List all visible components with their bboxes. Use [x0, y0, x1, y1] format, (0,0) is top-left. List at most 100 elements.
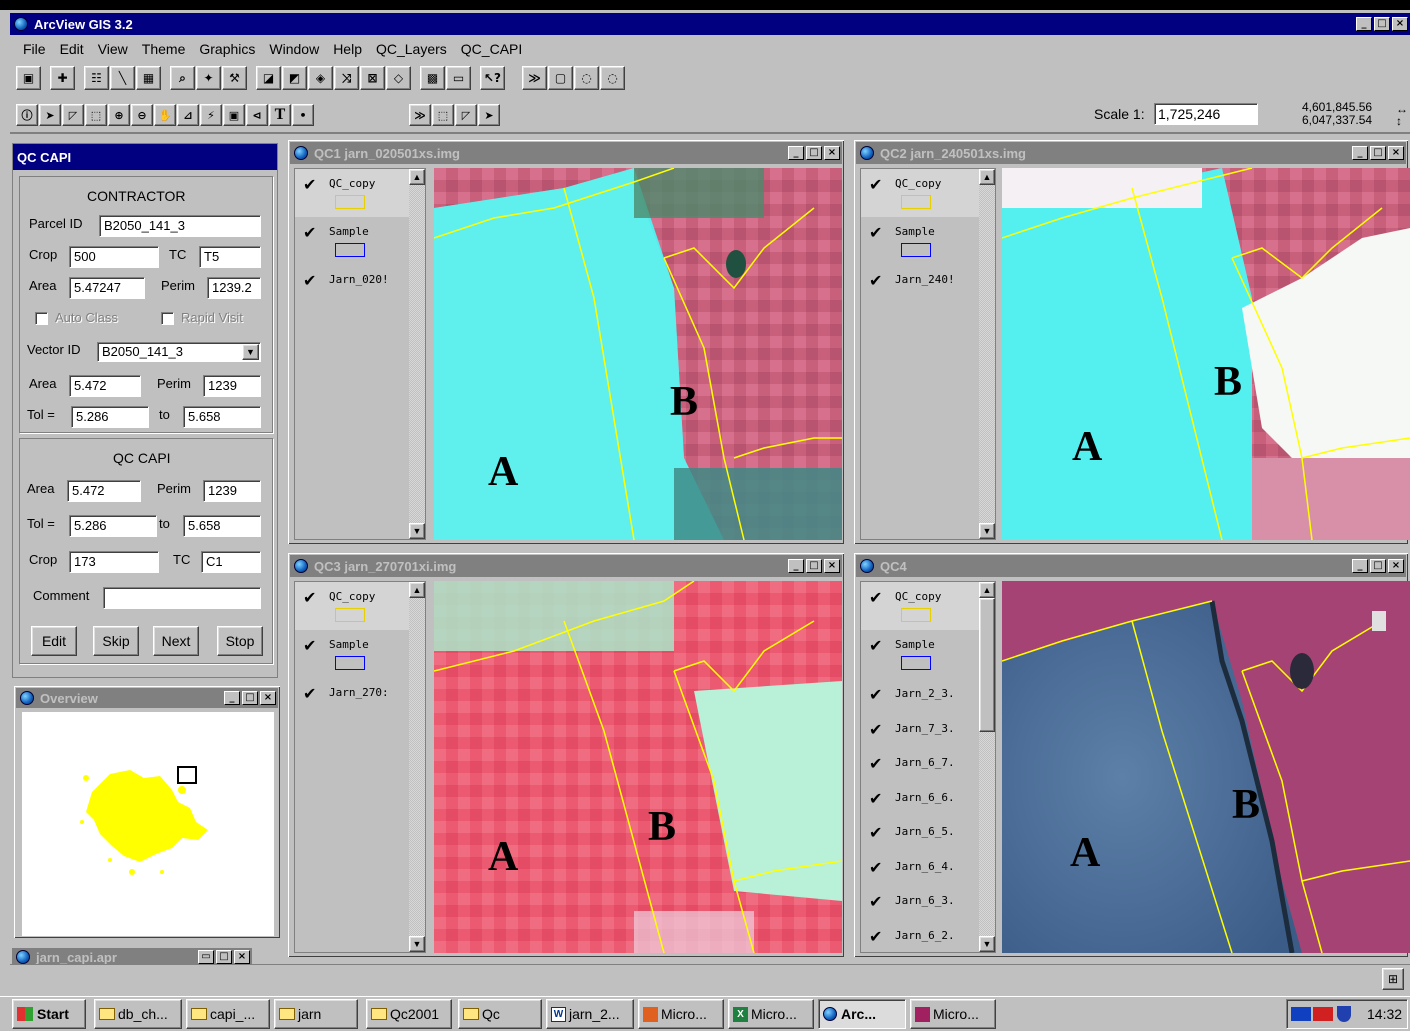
- pointer-icon[interactable]: ➤: [39, 104, 61, 126]
- legend-item-sample[interactable]: ✔ Sample: [295, 217, 425, 265]
- project-window-titlebar[interactable]: jarn_capi.apr ▭ □ ×: [12, 948, 252, 966]
- qc-next-icon[interactable]: ≫: [522, 66, 547, 90]
- view-qc4-minimize-button[interactable]: _: [1352, 559, 1368, 573]
- view-qc3-minimize-button[interactable]: _: [788, 559, 804, 573]
- scroll-up-icon[interactable]: ▲: [409, 582, 425, 598]
- scroll-down-icon[interactable]: ▼: [979, 523, 995, 539]
- vector-area-field[interactable]: 5.472: [69, 375, 141, 397]
- project-close-button[interactable]: ×: [234, 950, 250, 964]
- hotlink-icon[interactable]: ⚡: [200, 104, 222, 126]
- view-qc2-map[interactable]: A B: [1002, 168, 1410, 540]
- view-qc2-maximize-button[interactable]: □: [1370, 146, 1386, 160]
- qc-vertex-icon[interactable]: ◸: [455, 104, 477, 126]
- check-icon[interactable]: ✔: [303, 588, 317, 607]
- legend-scrollbar[interactable]: ▲ ▼: [979, 169, 995, 539]
- menu-file[interactable]: File: [23, 41, 46, 57]
- area-of-interest-icon[interactable]: ▣: [223, 104, 245, 126]
- qc-tol-from-field[interactable]: 5.286: [69, 515, 157, 537]
- menu-edit[interactable]: Edit: [59, 41, 84, 57]
- legend-item-image[interactable]: ✔ Jarn_6_6.: [861, 782, 995, 817]
- view-qc2-titlebar[interactable]: QC2 jarn_240501xs.img _ □ ×: [856, 142, 1406, 164]
- check-icon[interactable]: ✔: [869, 754, 883, 773]
- check-icon[interactable]: ✔: [869, 892, 883, 911]
- zoom-previous-icon[interactable]: ◇: [386, 66, 411, 90]
- label-icon[interactable]: ⊲: [246, 104, 268, 126]
- menu-window[interactable]: Window: [269, 41, 320, 57]
- view-qc1-titlebar[interactable]: QC1 jarn_020501xs.img _ □ ×: [290, 142, 842, 164]
- taskbar-item[interactable]: capi_...: [186, 999, 270, 1029]
- crop-field[interactable]: 500: [69, 246, 159, 268]
- overview-map[interactable]: [22, 712, 274, 936]
- check-icon[interactable]: ✔: [869, 588, 883, 607]
- tc-field[interactable]: T5: [199, 246, 261, 268]
- legend-item-image[interactable]: ✔ Jarn_6_3.: [861, 885, 995, 920]
- legend-item-qc-copy[interactable]: ✔ QC_copy: [295, 169, 425, 217]
- taskbar-item[interactable]: jarn: [274, 999, 358, 1029]
- legend-scrollbar[interactable]: ▲ ▼: [409, 582, 425, 952]
- vector-perim-field[interactable]: 1239: [203, 375, 261, 397]
- view-qc4-map[interactable]: A B: [1002, 581, 1410, 953]
- scroll-down-icon[interactable]: ▼: [409, 936, 425, 952]
- locate-address-icon[interactable]: ✦: [196, 66, 221, 90]
- check-icon[interactable]: ✔: [303, 636, 317, 655]
- qc-perim-field[interactable]: 1239: [203, 480, 261, 502]
- scroll-up-icon[interactable]: ▲: [409, 169, 425, 185]
- view-qc3-close-button[interactable]: ×: [824, 559, 840, 573]
- check-icon[interactable]: ✔: [869, 636, 883, 655]
- edit-button[interactable]: Edit: [31, 626, 77, 656]
- zoom-out-tool-icon[interactable]: ⊖: [131, 104, 153, 126]
- area-field[interactable]: 5.47247: [69, 277, 145, 299]
- taskbar-item[interactable]: Qc2001: [366, 999, 452, 1029]
- legend-item-image[interactable]: ✔ Jarn_7_3.: [861, 713, 995, 748]
- draw-point-icon[interactable]: •: [292, 104, 314, 126]
- check-icon[interactable]: ✔: [303, 684, 317, 703]
- edit-legend-icon[interactable]: ╲: [110, 66, 135, 90]
- check-icon[interactable]: ✔: [869, 857, 883, 877]
- qc-crop-field[interactable]: 173: [69, 551, 159, 573]
- legend-item-image[interactable]: ✔ Jarn_6_5.: [861, 816, 995, 851]
- zoom-selected-icon[interactable]: ◈: [308, 66, 333, 90]
- qc-tc-field[interactable]: C1: [201, 551, 261, 573]
- pan-icon[interactable]: ✋: [154, 104, 176, 126]
- select-feature-icon[interactable]: ⬚: [85, 104, 107, 126]
- query-builder-icon[interactable]: ⚒: [222, 66, 247, 90]
- check-icon[interactable]: ✔: [869, 788, 883, 808]
- view-qc4-maximize-button[interactable]: □: [1370, 559, 1386, 573]
- zoom-out-icon[interactable]: ⊠: [360, 66, 385, 90]
- chevron-down-icon[interactable]: ▼: [242, 344, 259, 360]
- legend-item-image[interactable]: ✔ Jarn_6_7.: [861, 747, 995, 782]
- qc-tol-to-field[interactable]: 5.658: [183, 515, 261, 537]
- vertex-edit-icon[interactable]: ◸: [62, 104, 84, 126]
- menu-view[interactable]: View: [97, 41, 128, 57]
- check-icon[interactable]: ✔: [303, 175, 317, 194]
- legend-item-image[interactable]: ✔ Jarn_6_4.: [861, 851, 995, 886]
- project-restore-button[interactable]: ▭: [198, 950, 214, 964]
- check-icon[interactable]: ✔: [869, 223, 883, 242]
- overview-close-button[interactable]: ×: [260, 691, 276, 705]
- resize-grip-icon[interactable]: ⊞: [1382, 968, 1404, 990]
- shield-icon[interactable]: [1337, 1006, 1351, 1022]
- view-qc1-close-button[interactable]: ×: [824, 146, 840, 160]
- scroll-thumb[interactable]: [979, 598, 995, 732]
- taskbar-item[interactable]: X Micro...: [728, 999, 814, 1029]
- app-title-bar[interactable]: ArcView GIS 3.2 _ □ ×: [10, 13, 1410, 35]
- overview-maximize-button[interactable]: □: [242, 691, 258, 705]
- legend-item-sample[interactable]: ✔ Sample: [295, 630, 425, 678]
- check-icon[interactable]: ✔: [869, 175, 883, 194]
- parcel-id-field[interactable]: B2050_141_3: [99, 215, 261, 237]
- legend-item-qc-copy[interactable]: ✔ QC_copy: [295, 582, 425, 630]
- measure-icon[interactable]: ⊿: [177, 104, 199, 126]
- zoom-in-tool-icon[interactable]: ⊕: [108, 104, 130, 126]
- menu-help[interactable]: Help: [333, 41, 362, 57]
- zoom-active-themes-icon[interactable]: ◩: [282, 66, 307, 90]
- tol-from-field[interactable]: 5.286: [71, 406, 149, 428]
- scroll-up-icon[interactable]: ▲: [979, 582, 995, 598]
- clear-selection-icon[interactable]: ▭: [446, 66, 471, 90]
- qc-box-icon[interactable]: ▢: [548, 66, 573, 90]
- legend-item-image[interactable]: ✔ Jarn_6_2.: [861, 920, 995, 955]
- theme-properties-icon[interactable]: ☷: [84, 66, 109, 90]
- legend-scrollbar[interactable]: ▲ ▼: [979, 582, 995, 952]
- taskbar-item[interactable]: Qc: [458, 999, 542, 1029]
- qc-forward-icon[interactable]: ≫: [409, 104, 431, 126]
- menu-graphics[interactable]: Graphics: [199, 41, 256, 57]
